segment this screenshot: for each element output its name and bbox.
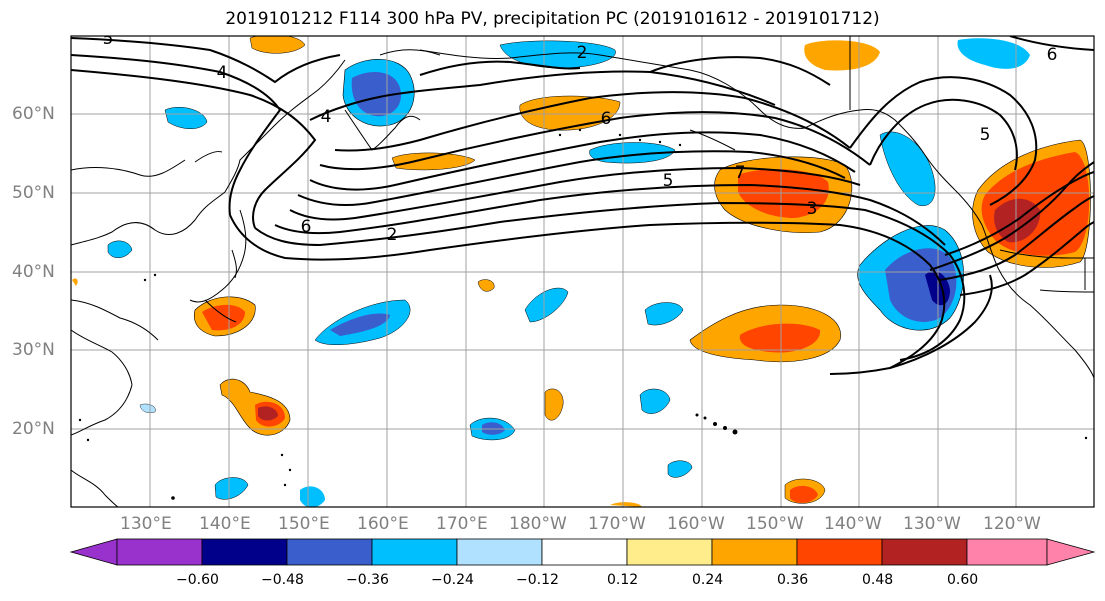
contour-label: 6 <box>301 217 312 237</box>
lat-tick-label: 30°N <box>12 340 55 360</box>
contour-label: 4 <box>217 63 228 83</box>
colorbar-extend-right <box>1046 538 1096 566</box>
lon-tick-label: 170°E <box>436 514 488 534</box>
colorbar-bin <box>966 538 1048 566</box>
lat-tick-label: 50°N <box>12 183 55 203</box>
colorbar <box>69 538 1096 566</box>
contour-label: 7 <box>735 163 746 183</box>
graticule <box>71 36 1094 507</box>
colorbar-tick-label: 0.12 <box>607 572 639 588</box>
lon-tick-label: 170°W <box>588 514 646 534</box>
contour-label: 4 <box>321 107 332 127</box>
islands <box>78 128 1088 500</box>
pv-contours <box>71 36 1094 375</box>
colorbar-bin <box>201 538 288 566</box>
colorbar-bin <box>881 538 968 566</box>
contour-label: 2 <box>577 43 588 63</box>
colorbar-extend-left <box>69 538 118 566</box>
lat-tick-label: 60°N <box>12 104 55 124</box>
colorbar-tick-label: 0.36 <box>777 572 809 588</box>
colorbar-bin <box>371 538 458 566</box>
contour-label: 5 <box>663 171 674 191</box>
contour-label: 6 <box>601 109 612 129</box>
contour-label: 5 <box>980 125 991 145</box>
lon-tick-label: 150°W <box>746 514 804 534</box>
lon-tick-label: 160°E <box>357 514 409 534</box>
colorbar-bin <box>626 538 713 566</box>
colorbar-tick-label: 0.24 <box>692 572 724 588</box>
contour-labels: 5 4 2 4 6 5 2 6 7 3 5 6 <box>103 29 1058 245</box>
contour-label: 5 <box>103 29 114 49</box>
colorbar-bin <box>796 538 883 566</box>
contour-label: 2 <box>387 225 398 245</box>
colorbar-tick-label: −0.24 <box>431 572 474 588</box>
lon-tick-label: 130°W <box>903 514 961 534</box>
colorbar-bin <box>116 538 203 566</box>
colorbar-bin <box>541 538 628 566</box>
colorbar-bin <box>711 538 798 566</box>
colorbar-tick-label: −0.12 <box>516 572 559 588</box>
lat-tick-label: 20°N <box>12 419 55 439</box>
lon-tick-label: 140°W <box>824 514 882 534</box>
colorbar-tick-label: 0.48 <box>862 572 894 588</box>
lon-tick-label: 180°W <box>509 514 567 534</box>
colorbar-tick-label: −0.48 <box>261 572 304 588</box>
colorbar-tick-label: −0.36 <box>346 572 389 588</box>
lon-tick-label: 130°E <box>120 514 172 534</box>
lon-tick-label: 160°W <box>667 514 725 534</box>
lon-tick-label: 140°E <box>199 514 251 534</box>
colorbar-bin <box>286 538 373 566</box>
map-frame <box>70 35 1095 508</box>
colorbar-tick-label: 0.60 <box>947 572 979 588</box>
coastlines <box>71 36 1094 507</box>
colorbar-tick-label: −0.60 <box>176 572 219 588</box>
lat-tick-label: 40°N <box>12 262 55 282</box>
contour-label: 6 <box>1047 45 1058 65</box>
map-title: 2019101212 F114 300 hPa PV, precipitatio… <box>225 9 880 29</box>
colorbar-bin <box>456 538 543 566</box>
contour-label: 3 <box>807 199 818 219</box>
lon-tick-label: 120°W <box>983 514 1041 534</box>
lon-tick-label: 150°E <box>278 514 330 534</box>
